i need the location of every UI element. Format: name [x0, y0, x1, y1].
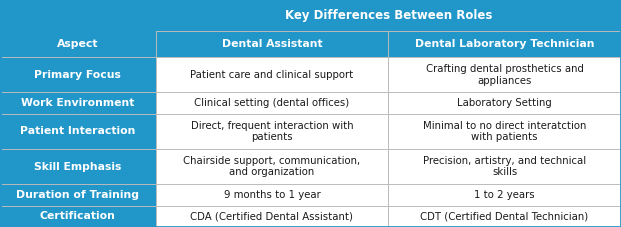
Text: Skill Emphasis: Skill Emphasis	[34, 162, 122, 172]
Bar	[388, 92, 621, 114]
Text: Chairside support, communication,
and organization: Chairside support, communication, and or…	[183, 156, 361, 177]
Text: 1 to 2 years: 1 to 2 years	[474, 190, 535, 200]
Text: Minimal to no direct interatction
with patients: Minimal to no direct interatction with p…	[423, 121, 586, 142]
Bar	[388, 31, 621, 57]
Text: Laboratory Setting: Laboratory Setting	[457, 98, 552, 108]
Bar	[156, 31, 388, 57]
Text: CDT (Certified Dental Technician): CDT (Certified Dental Technician)	[420, 211, 589, 221]
Bar	[388, 114, 621, 149]
Bar	[156, 149, 388, 184]
Text: Clinical setting (dental offices): Clinical setting (dental offices)	[194, 98, 350, 108]
Text: CDA (Certified Dental Assistant): CDA (Certified Dental Assistant)	[191, 211, 353, 221]
Bar	[0, 31, 156, 57]
Bar	[388, 206, 621, 227]
Text: Patient Interaction: Patient Interaction	[20, 126, 135, 136]
Bar	[156, 57, 388, 92]
Text: Patient care and clinical support: Patient care and clinical support	[191, 70, 353, 80]
Text: Dental Laboratory Technician: Dental Laboratory Technician	[415, 39, 594, 49]
Bar	[0, 184, 156, 206]
Bar	[388, 57, 621, 92]
Text: Precision, artistry, and technical
skills: Precision, artistry, and technical skill…	[423, 156, 586, 177]
Text: Direct, frequent interaction with
patients: Direct, frequent interaction with patien…	[191, 121, 353, 142]
Bar	[156, 184, 388, 206]
Bar	[0, 114, 156, 149]
Text: Aspect: Aspect	[57, 39, 99, 49]
Bar	[0, 92, 156, 114]
Bar	[156, 92, 388, 114]
Text: Dental Assistant: Dental Assistant	[222, 39, 322, 49]
Bar	[388, 149, 621, 184]
Text: Crafting dental prosthetics and
appliances: Crafting dental prosthetics and applianc…	[425, 64, 584, 86]
Text: Certification: Certification	[40, 211, 116, 221]
Bar	[0, 0, 621, 31]
Text: 9 months to 1 year: 9 months to 1 year	[224, 190, 320, 200]
Bar	[0, 57, 156, 92]
Text: Key Differences Between Roles: Key Differences Between Roles	[285, 9, 492, 22]
Bar	[156, 114, 388, 149]
Bar	[0, 149, 156, 184]
Bar	[156, 206, 388, 227]
Text: Primary Focus: Primary Focus	[35, 70, 121, 80]
Text: Duration of Training: Duration of Training	[16, 190, 140, 200]
Text: Work Environment: Work Environment	[21, 98, 135, 108]
Bar	[0, 206, 156, 227]
Bar	[388, 184, 621, 206]
